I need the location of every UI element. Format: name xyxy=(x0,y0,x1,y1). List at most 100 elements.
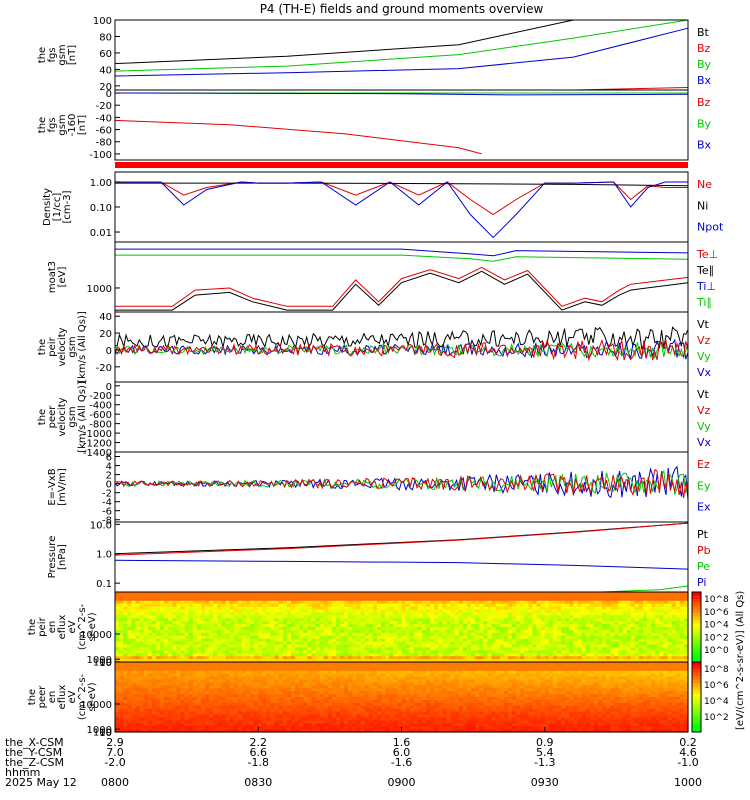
spectrogram-cell xyxy=(434,612,439,616)
spectrogram-cell xyxy=(229,667,235,672)
spectrogram-cell xyxy=(254,699,259,704)
spectrogram-cell xyxy=(262,641,268,646)
spectrogram-cell xyxy=(352,697,358,701)
series-line-Te⊥ xyxy=(115,266,689,307)
spectrogram-cell xyxy=(303,708,308,713)
spectrogram-cell xyxy=(151,697,157,701)
spectrogram-cell xyxy=(115,600,120,605)
spectrogram-cell xyxy=(376,597,382,602)
spectrogram-cell xyxy=(585,635,591,640)
spectrogram-cell xyxy=(393,612,399,616)
spectrogram-cell xyxy=(168,606,173,611)
spectrogram-cell xyxy=(409,632,415,637)
spectrogram-cell xyxy=(557,632,562,637)
spectrogram-cell xyxy=(266,615,272,619)
spectrogram-cell xyxy=(385,638,390,643)
spectrogram-cell xyxy=(139,676,145,681)
spectrogram-cell xyxy=(180,726,186,730)
spectrogram-cell xyxy=(209,670,214,675)
spectrogram-cell xyxy=(368,656,374,660)
spectrogram-cell xyxy=(651,600,656,605)
spectrogram-cell xyxy=(221,688,227,692)
spectrogram-cell xyxy=(438,621,444,625)
spectrogram-cell xyxy=(213,705,218,710)
spectrogram-cell xyxy=(184,618,190,622)
spectrogram-cell xyxy=(311,667,317,672)
spectrogram-cell xyxy=(446,638,452,643)
spectrogram-cell xyxy=(561,627,566,631)
spectrogram-cell xyxy=(200,641,206,646)
spectrogram-cell xyxy=(597,624,603,628)
spectrogram-cell xyxy=(123,627,128,631)
spectrogram-cell xyxy=(143,629,149,634)
y-axis-label: gsm xyxy=(57,114,68,135)
spectrogram-cell xyxy=(663,650,669,654)
spectrogram-cell xyxy=(536,621,542,625)
spectrogram-cell xyxy=(667,615,673,619)
spectrogram-cell xyxy=(303,699,308,704)
spectrogram-cell xyxy=(581,606,587,611)
spectrogram-cell xyxy=(119,673,124,678)
spectrogram-cell xyxy=(213,688,218,692)
spectrogram-cell xyxy=(495,650,501,654)
spectrogram-cell xyxy=(536,624,542,628)
spectrogram-cell xyxy=(168,597,173,602)
spectrogram-cell xyxy=(647,618,652,622)
y-tick-label: -2 xyxy=(102,489,112,500)
spectrogram-cell xyxy=(278,632,284,637)
spectrogram-cell xyxy=(372,603,378,608)
spectrogram-cell xyxy=(237,726,243,730)
spectrogram-cell xyxy=(254,694,259,698)
spectrogram-cell xyxy=(446,606,452,611)
spectrogram-cell xyxy=(393,615,399,619)
spectrogram-cell xyxy=(131,702,137,707)
spectrogram-cell xyxy=(205,594,210,599)
spectrogram-cell xyxy=(389,656,394,660)
spectrogram-cell xyxy=(286,629,292,634)
spectrogram-cell xyxy=(401,621,407,625)
spectrogram-cell xyxy=(184,592,190,596)
spectrogram-cell xyxy=(683,635,689,640)
spectrogram-cell xyxy=(119,656,124,660)
y-axis-label: eflux xyxy=(57,615,68,640)
spectrogram-cell xyxy=(446,656,452,660)
spectrogram-cell xyxy=(536,650,542,654)
spectrogram-cell xyxy=(438,618,444,622)
spectrogram-cell xyxy=(593,615,599,619)
spectrogram-cell xyxy=(663,621,669,625)
spectrogram-cell xyxy=(327,597,333,602)
spectrogram-cell xyxy=(286,603,292,608)
spectrogram-cell xyxy=(131,685,137,689)
spectrogram-cell xyxy=(200,653,206,657)
spectrogram-cell xyxy=(278,644,284,649)
spectrogram-cell xyxy=(209,729,214,733)
spectrogram-cell xyxy=(348,638,353,643)
spectrogram-cell xyxy=(462,629,468,634)
spectrogram-cell xyxy=(188,688,194,692)
spectrogram-cell xyxy=(376,603,382,608)
spectrogram-cell xyxy=(356,603,362,608)
spectrogram-cell xyxy=(200,726,206,730)
spectrogram-cell xyxy=(119,676,124,681)
spectrogram-cell xyxy=(299,656,304,660)
spectrogram-cell xyxy=(356,615,362,619)
spectrogram-cell xyxy=(471,615,476,619)
spectrogram-cell xyxy=(401,618,407,622)
spectrogram-cell xyxy=(258,714,263,719)
spectrogram-cell xyxy=(311,699,317,704)
spectrogram-cell xyxy=(258,694,263,698)
spectrogram-cell xyxy=(151,659,157,663)
spectrogram-cell xyxy=(209,612,214,616)
spectrogram-cell xyxy=(241,691,247,695)
y-tick-label: 20 xyxy=(99,82,112,93)
spectrogram-cell xyxy=(172,606,177,611)
spectrogram-cell xyxy=(131,714,137,719)
spectrogram-cell xyxy=(491,644,497,649)
spectrogram-cell xyxy=(348,615,353,619)
spectrogram-cell xyxy=(426,629,431,634)
spectrogram-cell xyxy=(209,691,214,695)
spectrogram-cell xyxy=(147,638,153,643)
spectrogram-cell xyxy=(311,592,317,596)
spectrogram-cell xyxy=(200,711,206,716)
